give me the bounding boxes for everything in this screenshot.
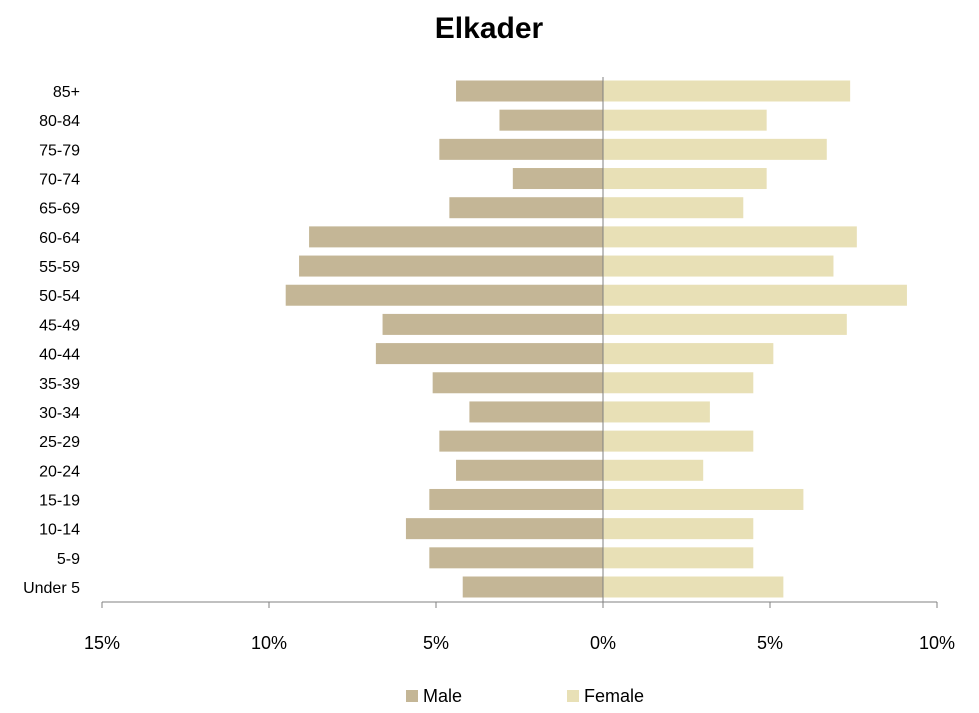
category-label: 40-44 [39, 347, 80, 364]
bar-male-80-84 [499, 109, 603, 131]
bar-female-35-39 [603, 372, 754, 394]
bar-male-5-9 [429, 547, 603, 569]
bar-female-40-44 [603, 343, 774, 365]
bar-male-85- [456, 80, 603, 102]
bar-female-85- [603, 80, 851, 102]
bar-male-70-74 [512, 168, 603, 190]
x-tick-label: 5% [423, 633, 449, 653]
bar-male-30-34 [469, 401, 603, 423]
category-label: 35-39 [39, 376, 80, 393]
bar-female-50-54 [603, 284, 907, 306]
bar-male-under-5 [462, 576, 603, 598]
bar-male-35-39 [432, 372, 603, 394]
bar-male-20-24 [456, 459, 603, 481]
category-label: 10-14 [39, 522, 80, 539]
bar-female-under-5 [603, 576, 784, 598]
category-label: 75-79 [39, 142, 80, 159]
legend: Male Female [406, 686, 644, 706]
bar-female-30-34 [603, 401, 710, 423]
category-label: 60-64 [39, 230, 80, 247]
category-label: 50-54 [39, 288, 80, 305]
category-labels: Under 5 5-9 10-14 15-19 20-24 25-29 30-34 35-39… [23, 84, 80, 597]
category-label: 5-9 [57, 551, 80, 568]
bar-male-40-44 [375, 343, 603, 365]
bar-male-60-64 [309, 226, 603, 248]
category-label: 65-69 [39, 201, 80, 218]
x-tick-label: 10% [919, 633, 955, 653]
category-label: 30-34 [39, 405, 80, 422]
x-tick-label: 0% [590, 633, 616, 653]
bar-male-75-79 [439, 138, 603, 160]
bar-male-15-19 [429, 488, 603, 510]
x-axis-ticks: 15% 10% 5% 0% 5% 10% [84, 602, 955, 653]
category-label: 20-24 [39, 463, 80, 480]
category-label: 85+ [53, 84, 80, 101]
bar-female-70-74 [603, 168, 767, 190]
x-tick-label: 5% [757, 633, 783, 653]
bar-female-65-69 [603, 197, 744, 219]
bar-female-20-24 [603, 459, 704, 481]
bars-layer [285, 80, 907, 598]
category-label: 25-29 [39, 434, 80, 451]
category-label: 55-59 [39, 259, 80, 276]
bar-male-25-29 [439, 430, 603, 452]
bar-female-55-59 [603, 255, 834, 277]
bar-male-55-59 [299, 255, 603, 277]
bar-female-80-84 [603, 109, 767, 131]
bar-male-10-14 [405, 518, 603, 540]
category-label: 45-49 [39, 317, 80, 334]
chart-title: Elkader [435, 12, 544, 45]
bar-female-75-79 [603, 138, 827, 160]
legend-male-label: Male [423, 686, 462, 706]
category-label: Under 5 [23, 580, 80, 597]
bar-female-60-64 [603, 226, 857, 248]
bar-male-65-69 [449, 197, 603, 219]
legend-male-swatch [406, 690, 418, 702]
x-tick-label: 15% [84, 633, 120, 653]
category-label: 15-19 [39, 492, 80, 509]
bar-female-15-19 [603, 488, 804, 510]
legend-female-swatch [567, 690, 579, 702]
category-label: 70-74 [39, 172, 80, 189]
bar-male-50-54 [285, 284, 603, 306]
bar-female-45-49 [603, 313, 847, 335]
bar-female-25-29 [603, 430, 754, 452]
x-tick-label: 10% [251, 633, 287, 653]
bar-male-45-49 [382, 313, 603, 335]
bar-female-5-9 [603, 547, 754, 569]
bar-female-10-14 [603, 518, 754, 540]
legend-female-label: Female [584, 686, 644, 706]
category-label: 80-84 [39, 113, 80, 130]
